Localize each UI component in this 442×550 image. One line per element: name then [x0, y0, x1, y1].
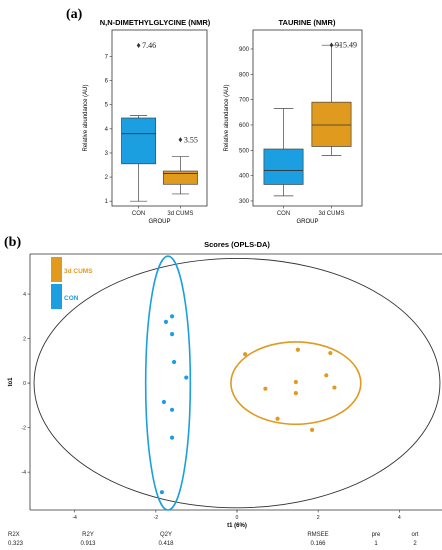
- plot-frame: [111, 29, 208, 207]
- outlier-marker: [136, 42, 141, 49]
- box-cums: [311, 101, 352, 147]
- panel-b-label: (b): [4, 235, 21, 250]
- point-cums: [309, 427, 315, 432]
- y-tick-label: -4: [21, 470, 26, 476]
- y-tick-label: 1: [105, 199, 109, 205]
- model-stats-table: R2X 0.323 R2Y 0.913 Q2Y 0.418 RMSEE 0.166 pre 1 or…: [8, 532, 419, 547]
- point-con: [169, 314, 175, 319]
- y-tick-label: 300: [239, 199, 250, 205]
- x-tick-label: 0: [236, 515, 239, 521]
- legend-label-con: CON: [64, 295, 79, 302]
- stat-value: 0.913: [80, 541, 96, 547]
- box-chart-taurine: TAURINE (NMR) 300 400 500 600 700 800 900 CON 3d …: [224, 18, 363, 225]
- outlier-label: 7.46: [142, 41, 156, 50]
- y-tick-label: 500: [239, 148, 250, 154]
- x-tick-label: CON: [132, 211, 145, 217]
- y-tick-label: -2: [21, 426, 26, 432]
- x-tick-label: 2: [317, 515, 320, 521]
- y-axis-label: to1: [8, 377, 14, 387]
- point-cums: [275, 416, 280, 421]
- point-con: [169, 332, 175, 337]
- point-con: [163, 319, 169, 324]
- x-tick-label: -4: [72, 515, 77, 521]
- y-tick-label: 400: [239, 174, 250, 180]
- x-tick-label: 4: [398, 515, 401, 521]
- y-tick-label: 0: [23, 381, 26, 387]
- stat-label: pre: [372, 532, 381, 538]
- scores-title: Scores (OPLS-DA): [204, 240, 270, 249]
- stat-value: 0.323: [8, 541, 24, 547]
- point-con: [161, 399, 167, 405]
- legend-swatch-cums: [51, 257, 62, 282]
- y-axis-label: Relative abundance (AU): [224, 84, 230, 151]
- group-ellipse-cums: [230, 341, 362, 426]
- point-con: [171, 359, 177, 365]
- stat-label: R2Y: [82, 532, 94, 538]
- y-tick-label: 700: [239, 98, 250, 104]
- point-cums: [328, 350, 333, 356]
- outlier-label: 3.55: [184, 135, 198, 144]
- y-tick-label: 5: [105, 103, 109, 109]
- box-cums: [162, 170, 198, 185]
- stat-label: ort: [411, 532, 418, 538]
- x-tick-label: CON: [277, 211, 290, 217]
- point-cums: [324, 373, 329, 378]
- y-tick-label: 6: [105, 79, 109, 85]
- x-tick-label: 3d CUMS: [318, 211, 344, 217]
- point-cums: [295, 347, 300, 352]
- chart-title: N,N-DIMETHYLGLYCINE (NMR): [100, 18, 211, 27]
- x-axis-label: GROUP: [296, 219, 318, 225]
- stat-value: 1: [374, 541, 378, 547]
- x-tick-label: -2: [154, 515, 159, 521]
- stat-value: 0.418: [158, 541, 174, 547]
- stat-label: Q2Y: [160, 532, 172, 538]
- x-axis-label: GROUP: [148, 219, 170, 225]
- outlier-marker: [329, 42, 334, 48]
- y-tick-label: 3: [105, 151, 109, 157]
- y-tick-label: 4: [23, 292, 26, 298]
- y-axis-label: Relative abundance (AU): [83, 84, 89, 151]
- outlier-marker: [178, 137, 183, 143]
- stat-value: 2: [413, 541, 417, 547]
- confidence-ellipse-overall: [33, 258, 441, 509]
- stat-label: RMSEE: [307, 532, 328, 538]
- box-con: [121, 117, 157, 165]
- opls-da-scores-chart: Scores (OPLS-DA) -4 -2 0 2 4 -4 -2 0 2 4 t1 (6%) to1…: [8, 240, 442, 529]
- point-con: [159, 490, 165, 495]
- stat-value: 0.166: [310, 541, 326, 547]
- y-tick-label: 4: [105, 127, 109, 133]
- x-tick-label: 3d CUMS: [167, 211, 193, 217]
- y-tick-label: 800: [239, 72, 250, 78]
- box-con: [263, 148, 304, 185]
- y-tick-label: 900: [239, 47, 250, 53]
- point-con: [169, 435, 175, 440]
- y-tick-label: 7: [105, 55, 109, 61]
- legend-swatch-con: [51, 284, 62, 309]
- group-ellipse-con: [144, 255, 192, 511]
- box-chart-dimethylglycine: N,N-DIMETHYLGLYCINE (NMR) 1 2 3 4 5 6 7 CON 3d CU…: [83, 18, 211, 225]
- point-con: [169, 407, 175, 412]
- y-tick-label: 2: [23, 337, 26, 343]
- outlier-label: 915.49: [335, 41, 357, 50]
- point-cums: [332, 385, 337, 390]
- point-cums: [243, 352, 248, 357]
- y-tick-label: 600: [239, 123, 250, 129]
- point-cums: [263, 386, 268, 391]
- plot-frame: [252, 29, 363, 207]
- x-axis-label: t1 (6%): [227, 523, 247, 529]
- chart-title: TAURINE (NMR): [279, 18, 336, 27]
- point-con: [184, 375, 189, 380]
- legend-label-cums: 3d CUMS: [64, 268, 93, 275]
- stat-label: R2X: [8, 532, 20, 538]
- point-cums: [293, 391, 298, 396]
- y-tick-label: 2: [105, 175, 109, 181]
- point-cums: [293, 379, 298, 385]
- panel-a-label: (a): [66, 7, 83, 22]
